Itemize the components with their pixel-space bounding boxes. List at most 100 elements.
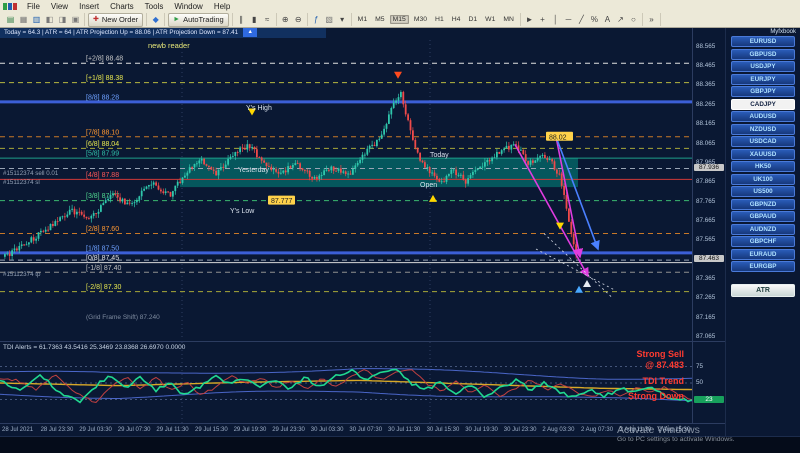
- vline-icon[interactable]: │: [552, 14, 558, 24]
- tdi-panel[interactable]: TDI Alerts = 61.7363 43.5416 25.3469 23.…: [0, 341, 692, 424]
- new-order-button[interactable]: ✚ New Order: [88, 12, 144, 27]
- toolbar-group: ► + │ ─ ╱% A ↗ ○: [521, 13, 643, 26]
- terminal-icon[interactable]: ▣: [71, 14, 80, 24]
- symbol-button-usdjpy[interactable]: USDJPY: [731, 61, 795, 72]
- price-tag-text: 87.777: [271, 198, 293, 205]
- sidebar-header: Myfxbook: [770, 29, 796, 35]
- period-icon[interactable]: ▾: [340, 14, 345, 24]
- price-tick: 88.365: [696, 81, 716, 89]
- line-chart-icon[interactable]: ≈: [264, 14, 270, 24]
- crosshair-icon[interactable]: +: [540, 14, 545, 24]
- menu-charts[interactable]: Charts: [110, 1, 134, 11]
- trendline-icon[interactable]: ╱: [579, 14, 584, 24]
- autotrading-button[interactable]: ► AutoTrading: [168, 12, 229, 27]
- tdi-canvas[interactable]: [0, 342, 692, 424]
- menu-tools[interactable]: Tools: [144, 1, 164, 11]
- price-tick: 88.565: [696, 42, 716, 50]
- symbol-button-us500[interactable]: US500: [731, 186, 795, 197]
- symbol-button-gbpusd[interactable]: GBPUSD: [731, 48, 795, 60]
- toolbar-group: ► AutoTrading: [165, 12, 233, 27]
- profiles-icon[interactable]: ▦: [19, 14, 28, 24]
- menu-help[interactable]: Help: [213, 1, 231, 11]
- toolbar-group: »: [643, 13, 661, 26]
- timeframe-m5[interactable]: M5: [375, 16, 385, 23]
- symbol-button-audnzd[interactable]: AUDNZD: [731, 223, 795, 235]
- market-watch-icon[interactable]: ▥: [32, 14, 41, 24]
- symbol-button-cadjpy[interactable]: CADJPY: [731, 98, 795, 110]
- symbol-button-usdcad[interactable]: USDCAD: [731, 136, 795, 147]
- timeframe-h1[interactable]: H1: [435, 16, 444, 23]
- price-tick: 87.265: [696, 294, 716, 302]
- timeframe-mn[interactable]: MN: [503, 16, 514, 23]
- chart-area[interactable]: Today = 64.3 | ATR = 64 | ATR Projection…: [0, 27, 692, 341]
- timeframe-m15[interactable]: M15: [389, 15, 409, 24]
- tdi-tick: 75: [696, 362, 704, 370]
- infobar-collapse-icon[interactable]: ▲: [243, 28, 258, 37]
- symbol-button-nzdusd[interactable]: NZDUSD: [731, 123, 795, 135]
- data-window-icon[interactable]: ◧: [45, 14, 54, 24]
- symbol-button-gbpjpy[interactable]: GBPJPY: [731, 86, 795, 97]
- axis-price-box: 87.936: [694, 163, 724, 171]
- symbol-button-xauusd[interactable]: XAUUSD: [731, 148, 795, 160]
- new-chart-icon[interactable]: ▤: [6, 14, 15, 24]
- symbol-button-gbpchf[interactable]: GBPCHF: [731, 236, 795, 247]
- time-axis[interactable]: 28 Jul 2021 28 Jul 23:30 29 Jul 03:30 29 Ju…: [0, 423, 726, 437]
- mql5-icon[interactable]: ◆: [152, 14, 159, 24]
- menu-file[interactable]: File: [27, 1, 40, 11]
- menu-view[interactable]: View: [50, 1, 69, 11]
- cursor-icon[interactable]: ►: [525, 14, 534, 24]
- price-tick: 87.665: [696, 216, 716, 224]
- price-axis[interactable]: 88.565 88.465 88.365 88.265 88.165 88.065 87.9…: [692, 27, 727, 341]
- navigator-icon[interactable]: ◨: [58, 14, 67, 24]
- symbol-button-hk50[interactable]: HK50: [731, 161, 795, 172]
- timeframe-w1[interactable]: W1: [485, 16, 496, 23]
- tdi-rsi-line: [0, 368, 692, 404]
- bar-chart-icon[interactable]: ∥: [239, 14, 244, 24]
- tdi-upper-band: [0, 368, 692, 380]
- fibo-icon[interactable]: %: [590, 14, 598, 24]
- zoom-out-icon[interactable]: ⊖: [294, 14, 302, 24]
- price-chart-canvas[interactable]: [+2/8] 88.48 [+1/8] 88.38 [8/8] 88.28 [7/8]…: [0, 27, 692, 341]
- zoom-in-icon[interactable]: ⊕: [281, 14, 289, 24]
- menu-window[interactable]: Window: [174, 1, 203, 11]
- toolbar-group: ◆: [147, 13, 166, 26]
- signal-arrow-icon: [556, 222, 564, 230]
- price-tag: [268, 195, 295, 205]
- hline-icon[interactable]: ─: [565, 14, 572, 24]
- new-order-button-label: New Order: [101, 14, 139, 24]
- candle-chart-icon[interactable]: ▮: [251, 14, 257, 24]
- signal-arrow-icon: [583, 280, 591, 287]
- toolbar-group: ✚ New Order: [85, 12, 148, 27]
- signal-arrow-icon: [394, 71, 402, 79]
- menu-insert[interactable]: Insert: [79, 1, 100, 11]
- symbol-button-euraud[interactable]: EURAUD: [731, 248, 795, 260]
- symbol-button-gbpnzd[interactable]: GBPNZD: [731, 198, 795, 210]
- candlestick-layer: [4, 90, 577, 261]
- indicators-icon[interactable]: ƒ: [313, 14, 319, 24]
- symbol-button-gbpaud[interactable]: GBPAUD: [731, 211, 795, 222]
- time-label: 29 Jul 07:30: [117, 427, 151, 433]
- symbol-button-eurusd[interactable]: EURUSD: [731, 36, 795, 47]
- symbol-button-eurgbp[interactable]: EURGBP: [731, 261, 795, 272]
- price-tick: 88.265: [696, 100, 716, 108]
- shapes-icon[interactable]: ○: [631, 14, 636, 24]
- atr-button[interactable]: ATR: [731, 284, 795, 297]
- timeframe-h4[interactable]: H4: [451, 16, 461, 23]
- overflow-icon[interactable]: »: [649, 14, 654, 24]
- timeframe-m30[interactable]: M30: [413, 16, 428, 23]
- symbol-button-uk100[interactable]: UK100: [731, 173, 795, 185]
- text-icon[interactable]: A: [604, 14, 611, 24]
- tdi-signal-text: Strong Sell @ 87.483 TDI Trend Strong Do…: [628, 349, 684, 402]
- symbol-list: EURUSD GBPUSD USDJPY EURJPY GBPJPY CADJPY AUDU…: [726, 36, 800, 272]
- ys-high-label: Y's High: [246, 105, 272, 112]
- symbol-button-audusd[interactable]: AUDUSD: [731, 111, 795, 122]
- symbol-button-eurjpy[interactable]: EURJPY: [731, 73, 795, 85]
- timeframe-d1[interactable]: D1: [468, 16, 478, 23]
- time-label: 29 Jul 23:30: [272, 427, 305, 433]
- level-label: [8/8] 88.28: [86, 94, 119, 101]
- tdi-signal-line: [0, 369, 692, 403]
- arrow-icon[interactable]: ↗: [617, 14, 624, 24]
- timeframe-m1[interactable]: M1: [357, 16, 368, 23]
- templates-icon[interactable]: ▧: [325, 14, 333, 24]
